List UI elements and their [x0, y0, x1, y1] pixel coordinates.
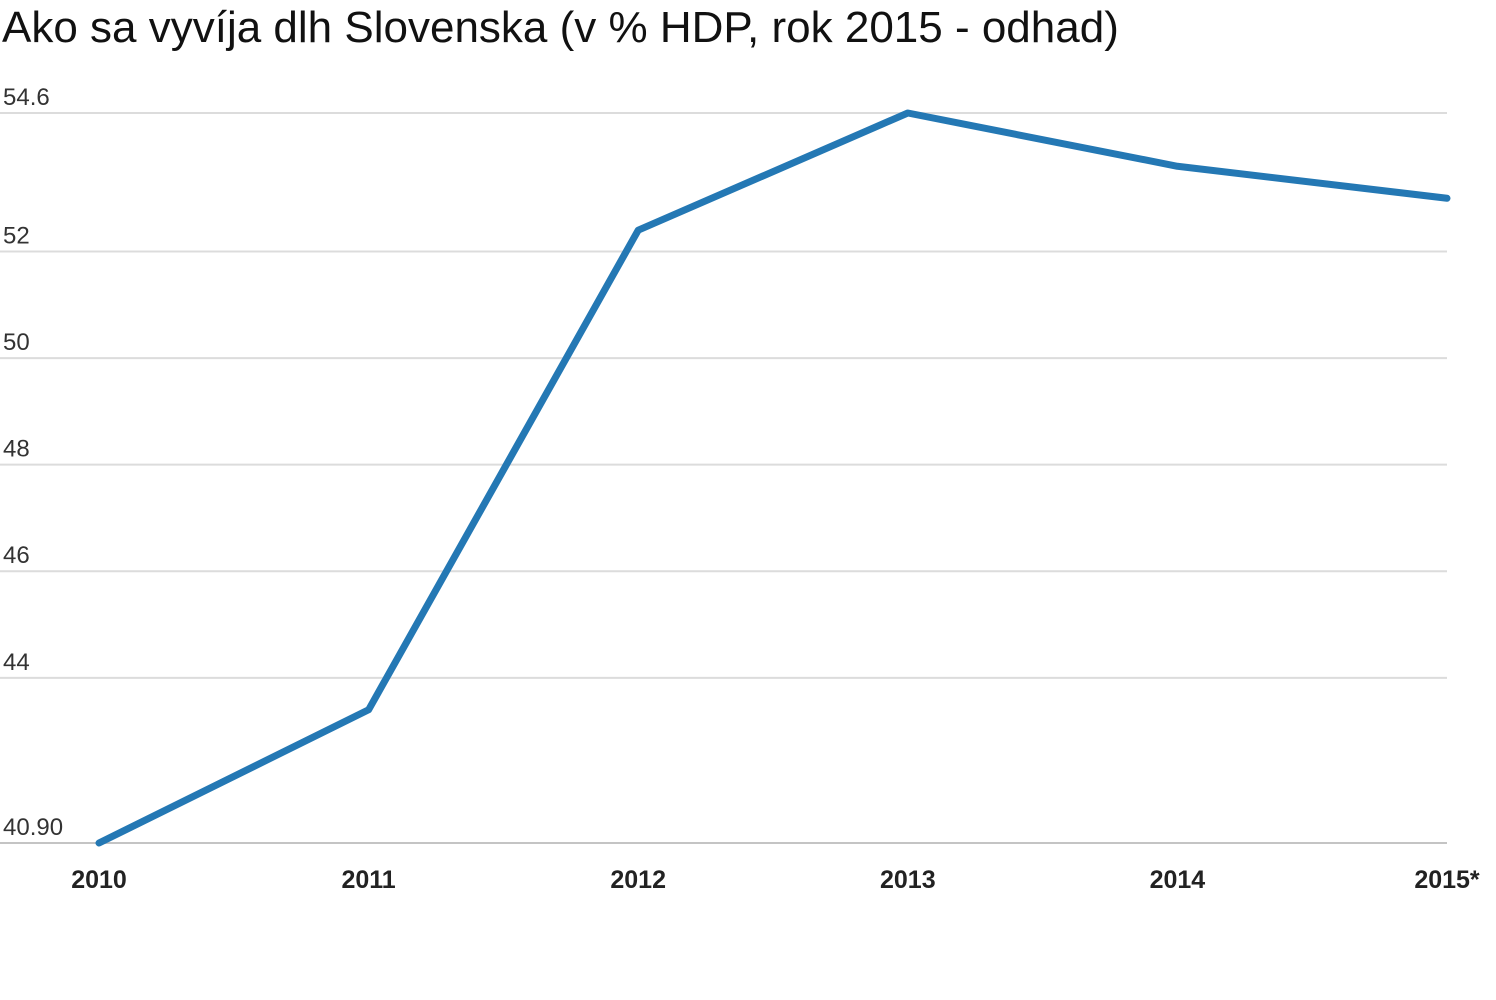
- y-axis-tick-label: 44: [3, 649, 30, 676]
- x-axis-tick-label: 2012: [610, 866, 666, 894]
- y-axis-tick-label: 40.90: [3, 814, 63, 841]
- y-axis-tick-label: 54.6: [3, 84, 50, 111]
- y-axis-tick-label: 50: [3, 329, 30, 356]
- y-axis-tick-label: 52: [3, 223, 30, 250]
- x-axis-tick-label: 2010: [71, 866, 127, 894]
- x-axis-tick-label: 2015*: [1414, 866, 1480, 894]
- chart-title: Ako sa vyvíja dlh Slovenska (v % HDP, ro…: [2, 3, 1119, 52]
- y-axis-tick-label: 46: [3, 542, 30, 569]
- debt-line-series: [95, 109, 1451, 847]
- x-axis-tick-label: 2014: [1150, 866, 1206, 894]
- x-axis-tick-label: 2011: [341, 866, 395, 894]
- y-axis-tick-label: 48: [3, 436, 30, 463]
- x-axis-tick-label: 2013: [880, 866, 936, 894]
